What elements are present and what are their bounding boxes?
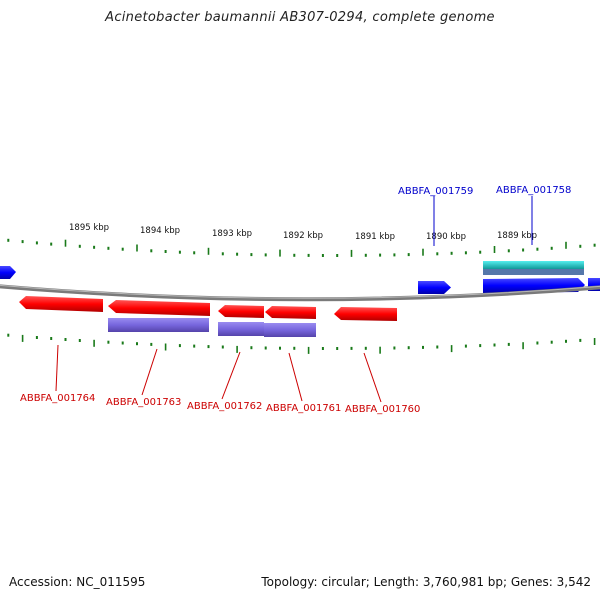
- leader-line-001763: [141, 348, 158, 396]
- outer-tick-ring: [7, 238, 596, 257]
- leader-line-001760: [363, 352, 382, 403]
- reverse-gene-arrow-001761[interactable]: [265, 306, 316, 319]
- gene-labels: ABBFA_001759 ABBFA_001758 ABBFA_001764 A…: [20, 185, 571, 415]
- inner-tick-ring: [7, 333, 596, 354]
- reverse-gene-arrow-001762[interactable]: [218, 305, 264, 318]
- genome-backbone-highlight: [0, 284, 600, 299]
- gene-label-001758[interactable]: ABBFA_001758: [496, 185, 571, 196]
- forward-gene-arrow-partial-left[interactable]: [0, 266, 16, 279]
- reverse-gene-arrow-001760[interactable]: [334, 307, 397, 321]
- gene-label-001762[interactable]: ABBFA_001762: [187, 401, 262, 412]
- accession-text: Accession: NC_011595: [9, 575, 146, 589]
- leader-line-001761: [288, 352, 303, 402]
- reverse-gene-arrow-001763[interactable]: [108, 300, 210, 316]
- genome-backbone: [0, 284, 600, 302]
- map-title: Acinetobacter baumannii AB307-0294, comp…: [105, 10, 495, 25]
- leader-line-001764: [55, 344, 59, 392]
- slate-feature-band[interactable]: [483, 269, 584, 275]
- gene-label-leaders: [55, 196, 533, 403]
- forward-gene-arrow-001759[interactable]: [418, 281, 451, 294]
- teal-feature-band[interactable]: [483, 261, 584, 269]
- feature-band-track: [483, 261, 584, 275]
- gene-label-001759[interactable]: ABBFA_001759: [398, 186, 473, 197]
- annotation-band-track: [108, 318, 316, 337]
- kbp-label-1890: 1890 kbp: [426, 232, 466, 242]
- kbp-label-1895: 1895 kbp: [69, 223, 109, 233]
- gene-label-001763[interactable]: ABBFA_001763: [106, 397, 181, 408]
- annotation-band-001761[interactable]: [264, 323, 316, 337]
- reverse-gene-arrow-001764[interactable]: [19, 296, 103, 312]
- reverse-strand-track: [19, 296, 397, 321]
- annotation-band-001763[interactable]: [108, 318, 209, 332]
- kbp-label-1891: 1891 kbp: [355, 232, 395, 242]
- gene-label-001764[interactable]: ABBFA_001764: [20, 393, 95, 404]
- kbp-label-1892: 1892 kbp: [283, 231, 323, 241]
- genome-summary-text: Topology: circular; Length: 3,760,981 bp…: [261, 575, 591, 589]
- kbp-label-1889: 1889 kbp: [497, 231, 537, 241]
- kbp-ruler: 1895 kbp 1894 kbp 1893 kbp 1892 kbp 1891…: [69, 223, 537, 242]
- kbp-label-1894: 1894 kbp: [140, 226, 180, 236]
- kbp-label-1893: 1893 kbp: [212, 229, 252, 239]
- annotation-band-001762[interactable]: [218, 322, 264, 336]
- leader-line-001762: [221, 351, 241, 400]
- gene-label-001760[interactable]: ABBFA_001760: [345, 404, 420, 415]
- gene-label-001761[interactable]: ABBFA_001761: [266, 403, 341, 414]
